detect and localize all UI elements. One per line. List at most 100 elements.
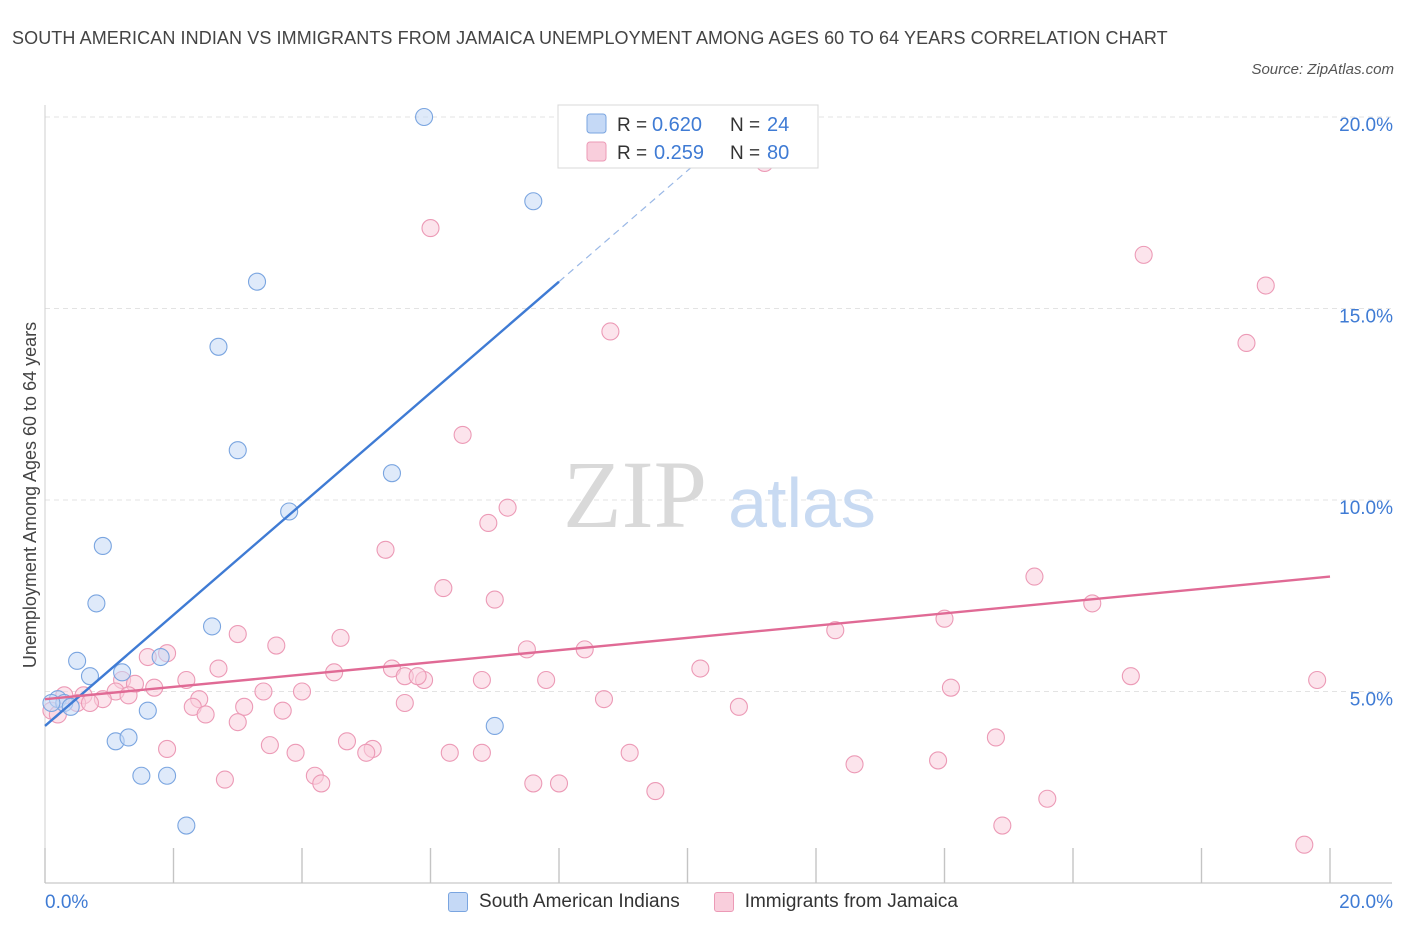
trendline-south-american-indians [44,280,560,727]
stats-r-value-pink: 0.259 [654,142,704,164]
point-immigrants-from-jamaica [941,678,960,697]
point-immigrants-from-jamaica [376,540,395,559]
point-immigrants-from-jamaica [993,816,1012,835]
point-immigrants-from-jamaica [601,322,620,341]
point-south-american-indians [209,337,228,356]
point-immigrants-from-jamaica [537,670,556,690]
point-south-american-indians [87,594,106,613]
trendline-immigrants-from-jamaica [44,575,1331,701]
point-immigrants-from-jamaica [620,743,639,762]
point-immigrants-from-jamaica [209,659,228,678]
watermark: ZIP atlas [563,441,876,548]
point-immigrants-from-jamaica [646,782,665,801]
stats-n-value-pink: 80 [767,142,789,164]
point-immigrants-from-jamaica [286,743,305,762]
x-tick-label-max: 20.0% [1339,892,1393,913]
point-south-american-indians [138,701,157,720]
stats-n-value-blue: 24 [767,114,789,136]
point-immigrants-from-jamaica [845,755,864,774]
point-south-american-indians [228,441,247,460]
axes [44,105,1392,884]
point-immigrants-from-jamaica [498,498,517,517]
y-tick-label: 15.0% [1339,307,1393,328]
point-immigrants-from-jamaica [1038,789,1057,808]
point-immigrants-from-jamaica [228,624,247,644]
legend-item-south-american-indians: South American Indians [448,891,680,913]
point-south-american-indians [524,192,543,211]
point-immigrants-from-jamaica [691,659,710,678]
point-immigrants-from-jamaica [273,701,292,720]
point-immigrants-from-jamaica [549,774,569,793]
point-immigrants-from-jamaica [267,636,286,655]
point-immigrants-from-jamaica [1025,567,1044,586]
point-immigrants-from-jamaica [472,670,491,690]
point-immigrants-from-jamaica [260,736,279,755]
point-south-american-indians [68,651,87,670]
point-immigrants-from-jamaica [228,713,247,732]
stats-swatch-pink [586,141,607,162]
point-immigrants-from-jamaica [729,697,748,716]
trend-lines [44,142,1331,727]
stats-n-label-pink: N = [730,143,760,164]
tick-labels: 5.0% 10.0% 15.0% 20.0% 0.0% 20.0% [45,115,1393,913]
point-immigrants-from-jamaica [331,628,350,647]
point-immigrants-from-jamaica [434,579,453,598]
point-south-american-indians [93,536,112,556]
point-south-american-indians [113,663,132,682]
point-south-american-indians [247,272,267,291]
y-axis-label: Unemployment Among Ages 60 to 64 years [20,322,40,668]
point-immigrants-from-jamaica [196,705,215,724]
point-immigrants-from-jamaica [485,590,504,609]
x-tick-label-min: 0.0% [45,892,88,913]
legend-swatch-blue [448,892,469,912]
watermark-atlas: atlas [728,464,876,542]
point-immigrants-from-jamaica [472,743,491,762]
stats-legend: R = 0.620 N = 24 R = 0.259 N = 80 [557,104,819,169]
stats-r-value-blue: 0.620 [652,114,702,136]
point-immigrants-from-jamaica [1237,333,1256,353]
legend-label-south-american-indians: South American Indians [479,891,680,912]
point-immigrants-from-jamaica [594,690,614,709]
point-immigrants-from-jamaica [1295,835,1314,854]
data-points [42,107,1327,854]
point-south-american-indians [485,716,504,736]
point-south-american-indians [151,647,170,667]
point-immigrants-from-jamaica [440,743,459,762]
point-immigrants-from-jamaica [408,667,427,686]
point-south-american-indians [203,617,222,636]
point-south-american-indians [61,697,80,716]
point-immigrants-from-jamaica [395,693,414,713]
point-immigrants-from-jamaica [1308,670,1327,690]
point-south-american-indians [280,502,299,521]
point-immigrants-from-jamaica [826,621,845,640]
point-south-american-indians [177,816,196,835]
point-immigrants-from-jamaica [1083,594,1102,613]
point-south-american-indians [132,766,151,785]
legend-item-immigrants-from-jamaica: Immigrants from Jamaica [713,891,958,913]
point-south-american-indians [382,464,402,483]
point-immigrants-from-jamaica [215,770,234,789]
legend-label-immigrants-from-jamaica: Immigrants from Jamaica [744,891,958,912]
point-immigrants-from-jamaica [337,732,357,751]
chart-title: SOUTH AMERICAN INDIAN VS IMMIGRANTS FROM… [12,28,1168,48]
stats-n-label-blue: N = [730,115,760,136]
grid-lines [45,116,1392,692]
source-credit: Source: ZipAtlas.com [1251,61,1394,78]
point-immigrants-from-jamaica [517,640,536,659]
point-south-american-indians [119,728,138,747]
watermark-zip: ZIP [563,441,707,548]
point-immigrants-from-jamaica [235,697,254,716]
point-immigrants-from-jamaica [312,774,331,793]
series-legend: South American Indians Immigrants from J… [0,888,1406,916]
point-south-american-indians [415,107,434,127]
stats-r-label-pink: R = [617,143,647,164]
point-immigrants-from-jamaica [80,693,100,713]
point-immigrants-from-jamaica [453,425,472,444]
point-immigrants-from-jamaica [292,682,312,701]
point-immigrants-from-jamaica [357,743,376,762]
point-immigrants-from-jamaica [479,513,498,533]
legend-swatch-pink [713,892,734,912]
point-immigrants-from-jamaica [158,739,177,759]
point-immigrants-from-jamaica [1256,276,1275,295]
point-immigrants-from-jamaica [421,219,440,238]
